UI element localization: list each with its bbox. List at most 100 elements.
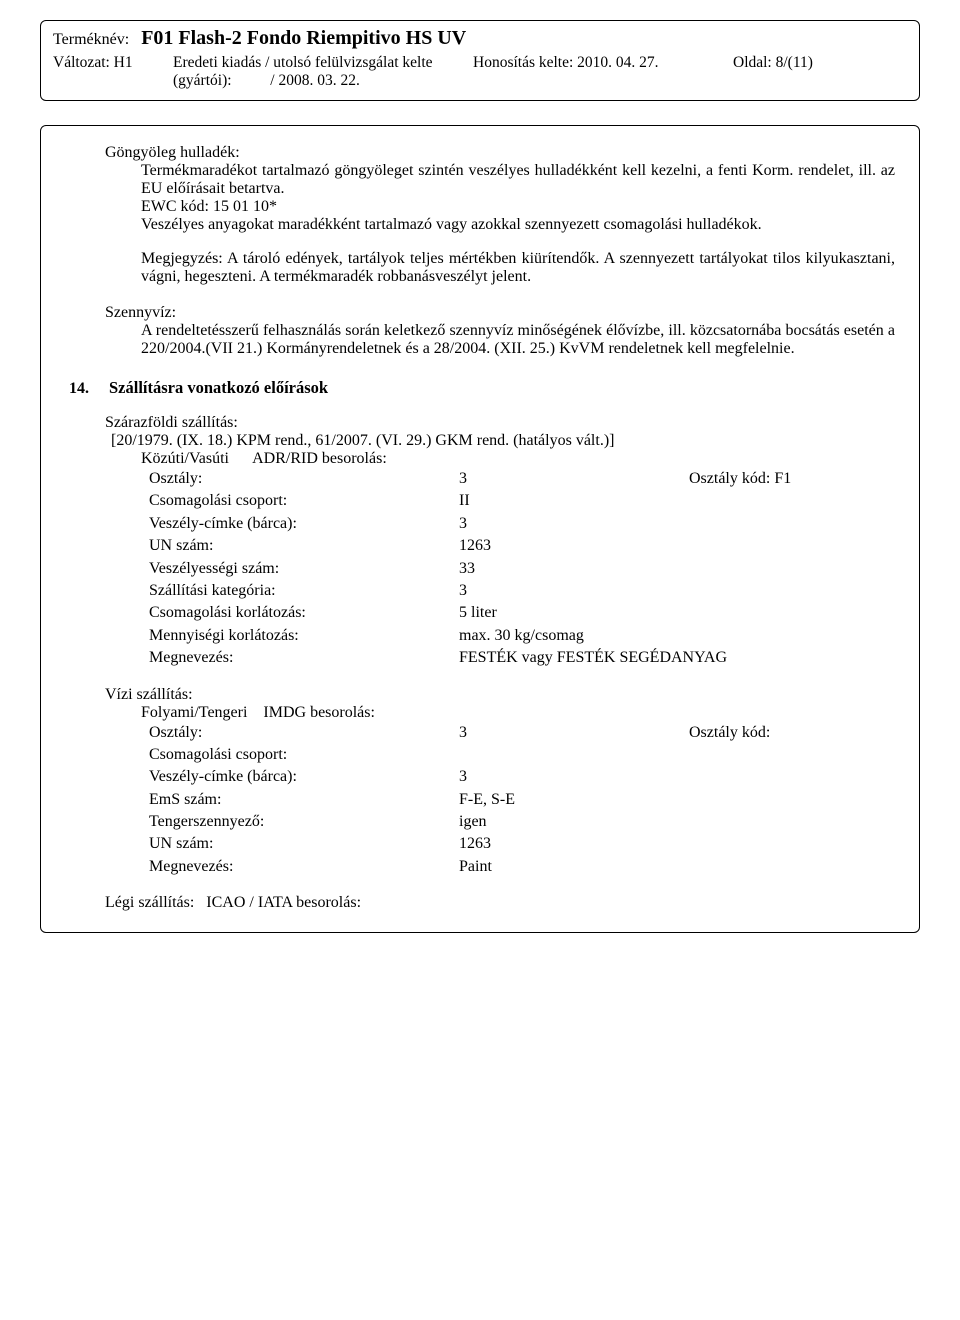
land-row: Csomagolási csoport:II <box>149 490 895 512</box>
land-row: Veszélyességi szám:33 <box>149 558 895 580</box>
land-kv-table: Osztály:3Osztály kód: F1 Csomagolási cso… <box>149 468 895 670</box>
kv-label: Tengerszennyező: <box>149 811 459 833</box>
kv-label: Veszély-címke (bárca): <box>149 513 459 535</box>
air-transport: Légi szállítás: ICAO / IATA besorolás: <box>105 894 895 912</box>
land-row: Szállítási kategória:3 <box>149 580 895 602</box>
kv-label: Veszélyességi szám: <box>149 558 459 580</box>
kv-value: 3 <box>459 513 689 535</box>
section-14-num: 14. <box>69 380 105 398</box>
gongyoleg-p2: EWC kód: 15 01 10* <box>141 198 895 216</box>
header-title-row: Terméknév: F01 Flash-2 Fondo Riempitivo … <box>53 27 907 50</box>
land-row: UN szám:1263 <box>149 535 895 557</box>
szennyviz-body: A rendeltetésszerű felhasználás során ke… <box>141 322 895 358</box>
issue-label-line1: Eredeti kiadás / utolsó felülvizsgálat k… <box>173 54 463 72</box>
kv-extra <box>689 535 895 557</box>
kv-extra <box>689 789 895 811</box>
kv-label: Osztály: <box>149 722 459 744</box>
kv-value: max. 30 kg/csomag <box>459 625 689 647</box>
version-label: Változat: H1 <box>53 54 163 90</box>
issue-col: Eredeti kiadás / utolsó felülvizsgálat k… <box>173 54 463 90</box>
kv-value: 1263 <box>459 535 689 557</box>
product-label: Terméknév: <box>53 31 129 48</box>
water-transport: Vízi szállítás: Folyami/Tengeri IMDG bes… <box>105 686 895 879</box>
szennyviz-section: Szennyvíz: A rendeltetésszerű felhasznál… <box>105 304 895 358</box>
water-row: EmS szám:F-E, S-E <box>149 789 895 811</box>
kv-label: UN szám: <box>149 535 459 557</box>
kv-extra <box>689 744 895 766</box>
land-row: Mennyiségi korlátozás:max. 30 kg/csomag <box>149 625 895 647</box>
kv-value: 1263 <box>459 833 689 855</box>
water-heading: Vízi szállítás: <box>105 686 895 704</box>
kv-value: 3 <box>459 766 689 788</box>
land-heading: Szárazföldi szállítás: <box>105 414 895 432</box>
kv-label: Veszély-címke (bárca): <box>149 766 459 788</box>
gongyoleg-body: Termékmaradékot tartalmazó göngyöleget s… <box>141 162 895 286</box>
product-name: F01 Flash-2 Fondo Riempitivo HS UV <box>133 27 466 49</box>
kv-value: 3 <box>459 468 689 490</box>
water-row: Veszély-címke (bárca):3 <box>149 766 895 788</box>
water-kv-table: Osztály:3Osztály kód: Csomagolási csopor… <box>149 722 895 879</box>
kv-label: Csomagolási korlátozás: <box>149 602 459 624</box>
issue-label-line2: (gyártói): / 2008. 03. 22. <box>173 72 463 90</box>
szennyviz-title: Szennyvíz: <box>105 304 895 322</box>
water-row: Csomagolási csoport: <box>149 744 895 766</box>
kv-label: Megnevezés: <box>149 647 459 669</box>
kv-extra <box>689 833 895 855</box>
gongyoleg-p3: Veszélyes anyagokat maradékként tartalma… <box>141 216 895 234</box>
land-row: Osztály:3Osztály kód: F1 <box>149 468 895 490</box>
kv-value: II <box>459 490 689 512</box>
gongyoleg-section: Göngyöleg hulladék: Termékmaradékot tart… <box>105 144 895 286</box>
kv-extra <box>689 580 895 602</box>
kv-label: Csomagolási csoport: <box>149 744 459 766</box>
kv-label: Megnevezés: <box>149 856 459 878</box>
kv-label: Osztály: <box>149 468 459 490</box>
water-row: Megnevezés:Paint <box>149 856 895 878</box>
gongyoleg-title: Göngyöleg hulladék: <box>105 144 895 162</box>
kv-label: Mennyiségi korlátozás: <box>149 625 459 647</box>
kv-extra <box>689 490 895 512</box>
kv-label: Csomagolási csoport: <box>149 490 459 512</box>
gongyoleg-p4: Megjegyzés: A tároló edények, tartályok … <box>141 250 895 286</box>
kv-extra <box>689 856 895 878</box>
kv-extra <box>689 558 895 580</box>
water-row: UN szám:1263 <box>149 833 895 855</box>
kv-value: 3 <box>459 722 689 744</box>
land-ref: [20/1979. (IX. 18.) KPM rend., 61/2007. … <box>111 432 895 450</box>
water-classification: Folyami/Tengeri IMDG besorolás: <box>141 704 895 722</box>
kv-extra <box>689 602 895 624</box>
kv-value <box>459 744 689 766</box>
kv-extra: Osztály kód: F1 <box>689 468 895 490</box>
land-transport: Szárazföldi szállítás: [20/1979. (IX. 18… <box>105 414 895 670</box>
land-row: Megnevezés:FESTÉK vagy FESTÉK SEGÉDANYAG <box>149 647 895 669</box>
water-row: Osztály:3Osztály kód: <box>149 722 895 744</box>
honositas: Honosítás kelte: 2010. 04. 27. <box>473 54 723 90</box>
page: Terméknév: F01 Flash-2 Fondo Riempitivo … <box>0 0 960 963</box>
land-row: Veszély-címke (bárca):3 <box>149 513 895 535</box>
kv-extra <box>689 513 895 535</box>
kv-extra <box>689 811 895 833</box>
kv-extra <box>689 766 895 788</box>
header-box: Terméknév: F01 Flash-2 Fondo Riempitivo … <box>40 20 920 101</box>
kv-value: 5 liter <box>459 602 689 624</box>
header-meta-row: Változat: H1 Eredeti kiadás / utolsó fel… <box>53 54 907 90</box>
land-classification: Közúti/Vasúti ADR/RID besorolás: <box>141 450 895 468</box>
air-heading: Légi szállítás: ICAO / IATA besorolás: <box>105 894 895 912</box>
section-14-title: Szállításra vonatkozó előírások <box>109 378 328 397</box>
kv-label: Szállítási kategória: <box>149 580 459 602</box>
kv-value: 33 <box>459 558 689 580</box>
kv-value: Paint <box>459 856 689 878</box>
water-row: Tengerszennyező:igen <box>149 811 895 833</box>
land-row: Csomagolási korlátozás:5 liter <box>149 602 895 624</box>
page-number: Oldal: 8/(11) <box>733 54 907 90</box>
szennyviz-p1: A rendeltetésszerű felhasználás során ke… <box>141 322 895 358</box>
section-14-header: 14. Szállításra vonatkozó előírások <box>69 378 895 398</box>
kv-value: FESTÉK vagy FESTÉK SEGÉDANYAG <box>459 647 727 669</box>
content-box: Göngyöleg hulladék: Termékmaradékot tart… <box>40 125 920 933</box>
kv-extra <box>689 625 895 647</box>
kv-label: UN szám: <box>149 833 459 855</box>
gongyoleg-p1: Termékmaradékot tartalmazó göngyöleget s… <box>141 162 895 198</box>
kv-label: EmS szám: <box>149 789 459 811</box>
kv-extra: Osztály kód: <box>689 722 895 744</box>
kv-value: igen <box>459 811 689 833</box>
kv-value: 3 <box>459 580 689 602</box>
